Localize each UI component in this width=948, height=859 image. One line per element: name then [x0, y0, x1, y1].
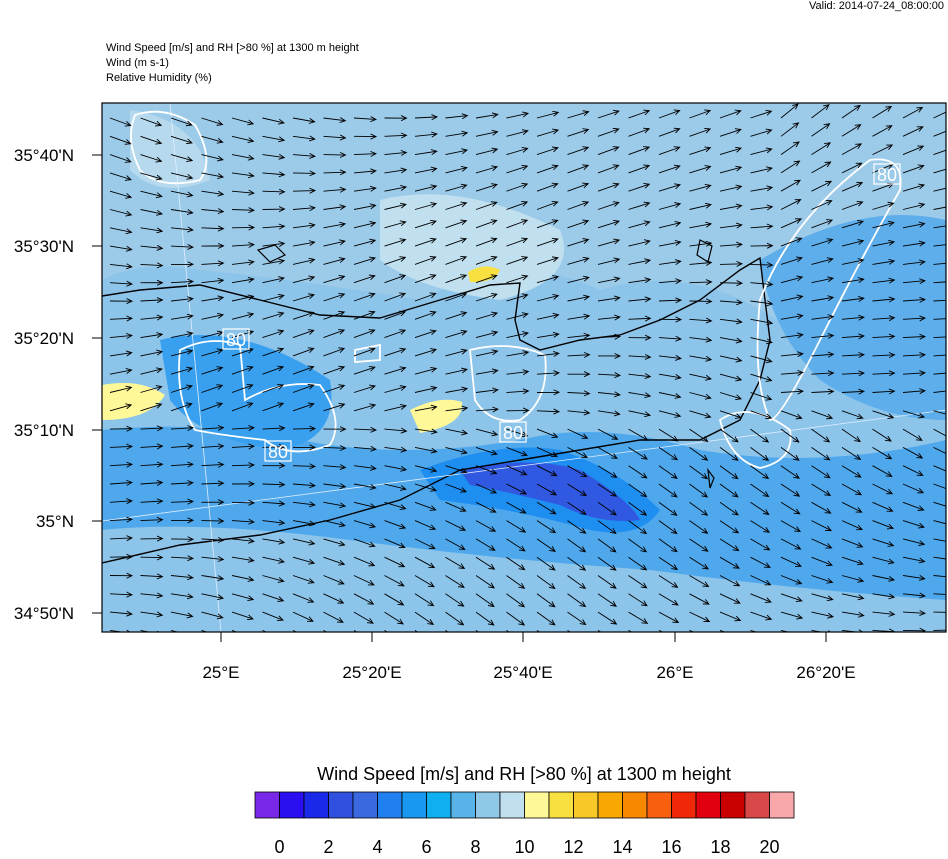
colorbar-box: [500, 792, 525, 818]
colorbar-box: [451, 792, 476, 818]
colorbar-box: [770, 792, 795, 818]
lon-label: 25°E: [202, 663, 239, 682]
header-line: Wind Speed [m/s] and RH [>80 %] at 1300 …: [106, 42, 359, 54]
colorbar-box: [696, 792, 721, 818]
header-line: Relative Humidity (%): [106, 72, 212, 84]
lat-label: 35°30'N: [14, 237, 74, 256]
colorbar-box: [304, 792, 329, 818]
lon-label: 26°E: [656, 663, 693, 682]
lat-label: 35°10'N: [14, 421, 74, 440]
lat-label: 35°N: [36, 512, 74, 531]
colorbar-tick-label: 0: [274, 837, 284, 854]
colorbar-box: [353, 792, 378, 818]
lon-label: 25°40'E: [493, 663, 552, 682]
colorbar-box: [672, 792, 697, 818]
colorbar-tick-label: 16: [661, 837, 681, 854]
colorbar-title: Wind Speed [m/s] and RH [>80 %] at 1300 …: [317, 764, 731, 784]
colorbar-box: [721, 792, 746, 818]
colorbar-box: [378, 792, 403, 818]
colorbar-tick-label: 18: [710, 837, 730, 854]
colorbar-box: [476, 792, 501, 818]
colorbar-tick-label: 8: [470, 837, 480, 854]
contour-label: 80: [503, 423, 523, 443]
colorbar-box: [745, 792, 770, 818]
lat-label: 34°50'N: [14, 604, 74, 623]
colorbar-tick-label: 4: [372, 837, 382, 854]
colorbar-box: [329, 792, 354, 818]
colorbar-tick-label: 12: [563, 837, 583, 854]
colorbar-box: [255, 792, 280, 818]
colorbar-box: [280, 792, 305, 818]
colorbar-tick-label: 20: [759, 837, 779, 854]
colorbar-box: [598, 792, 623, 818]
lon-label: 26°20'E: [796, 663, 855, 682]
lat-label: 35°40'N: [14, 146, 74, 165]
contour-label: 80: [877, 165, 897, 185]
colorbar-box: [402, 792, 427, 818]
contour-label: 80: [226, 330, 246, 350]
colorbar-tick-label: 10: [514, 837, 534, 854]
contour-label: 80: [268, 442, 288, 462]
colorbar-tick-label: 14: [612, 837, 632, 854]
colorbar-tick-label: 6: [421, 837, 431, 854]
colorbar-box: [525, 792, 550, 818]
colorbar-box: [647, 792, 672, 818]
map-area: [102, 103, 948, 643]
colorbar-box: [549, 792, 574, 818]
colorbar-box: [427, 792, 452, 818]
lon-label: 25°20'E: [342, 663, 401, 682]
colorbar-box: [574, 792, 599, 818]
colorbar-tick-label: 2: [323, 837, 333, 854]
colorbar-box: [623, 792, 648, 818]
valid-time: Valid: 2014-07-24_08:00:00: [809, 0, 944, 12]
lat-label: 35°20'N: [14, 329, 74, 348]
header-line: Wind (m s-1): [106, 57, 169, 69]
